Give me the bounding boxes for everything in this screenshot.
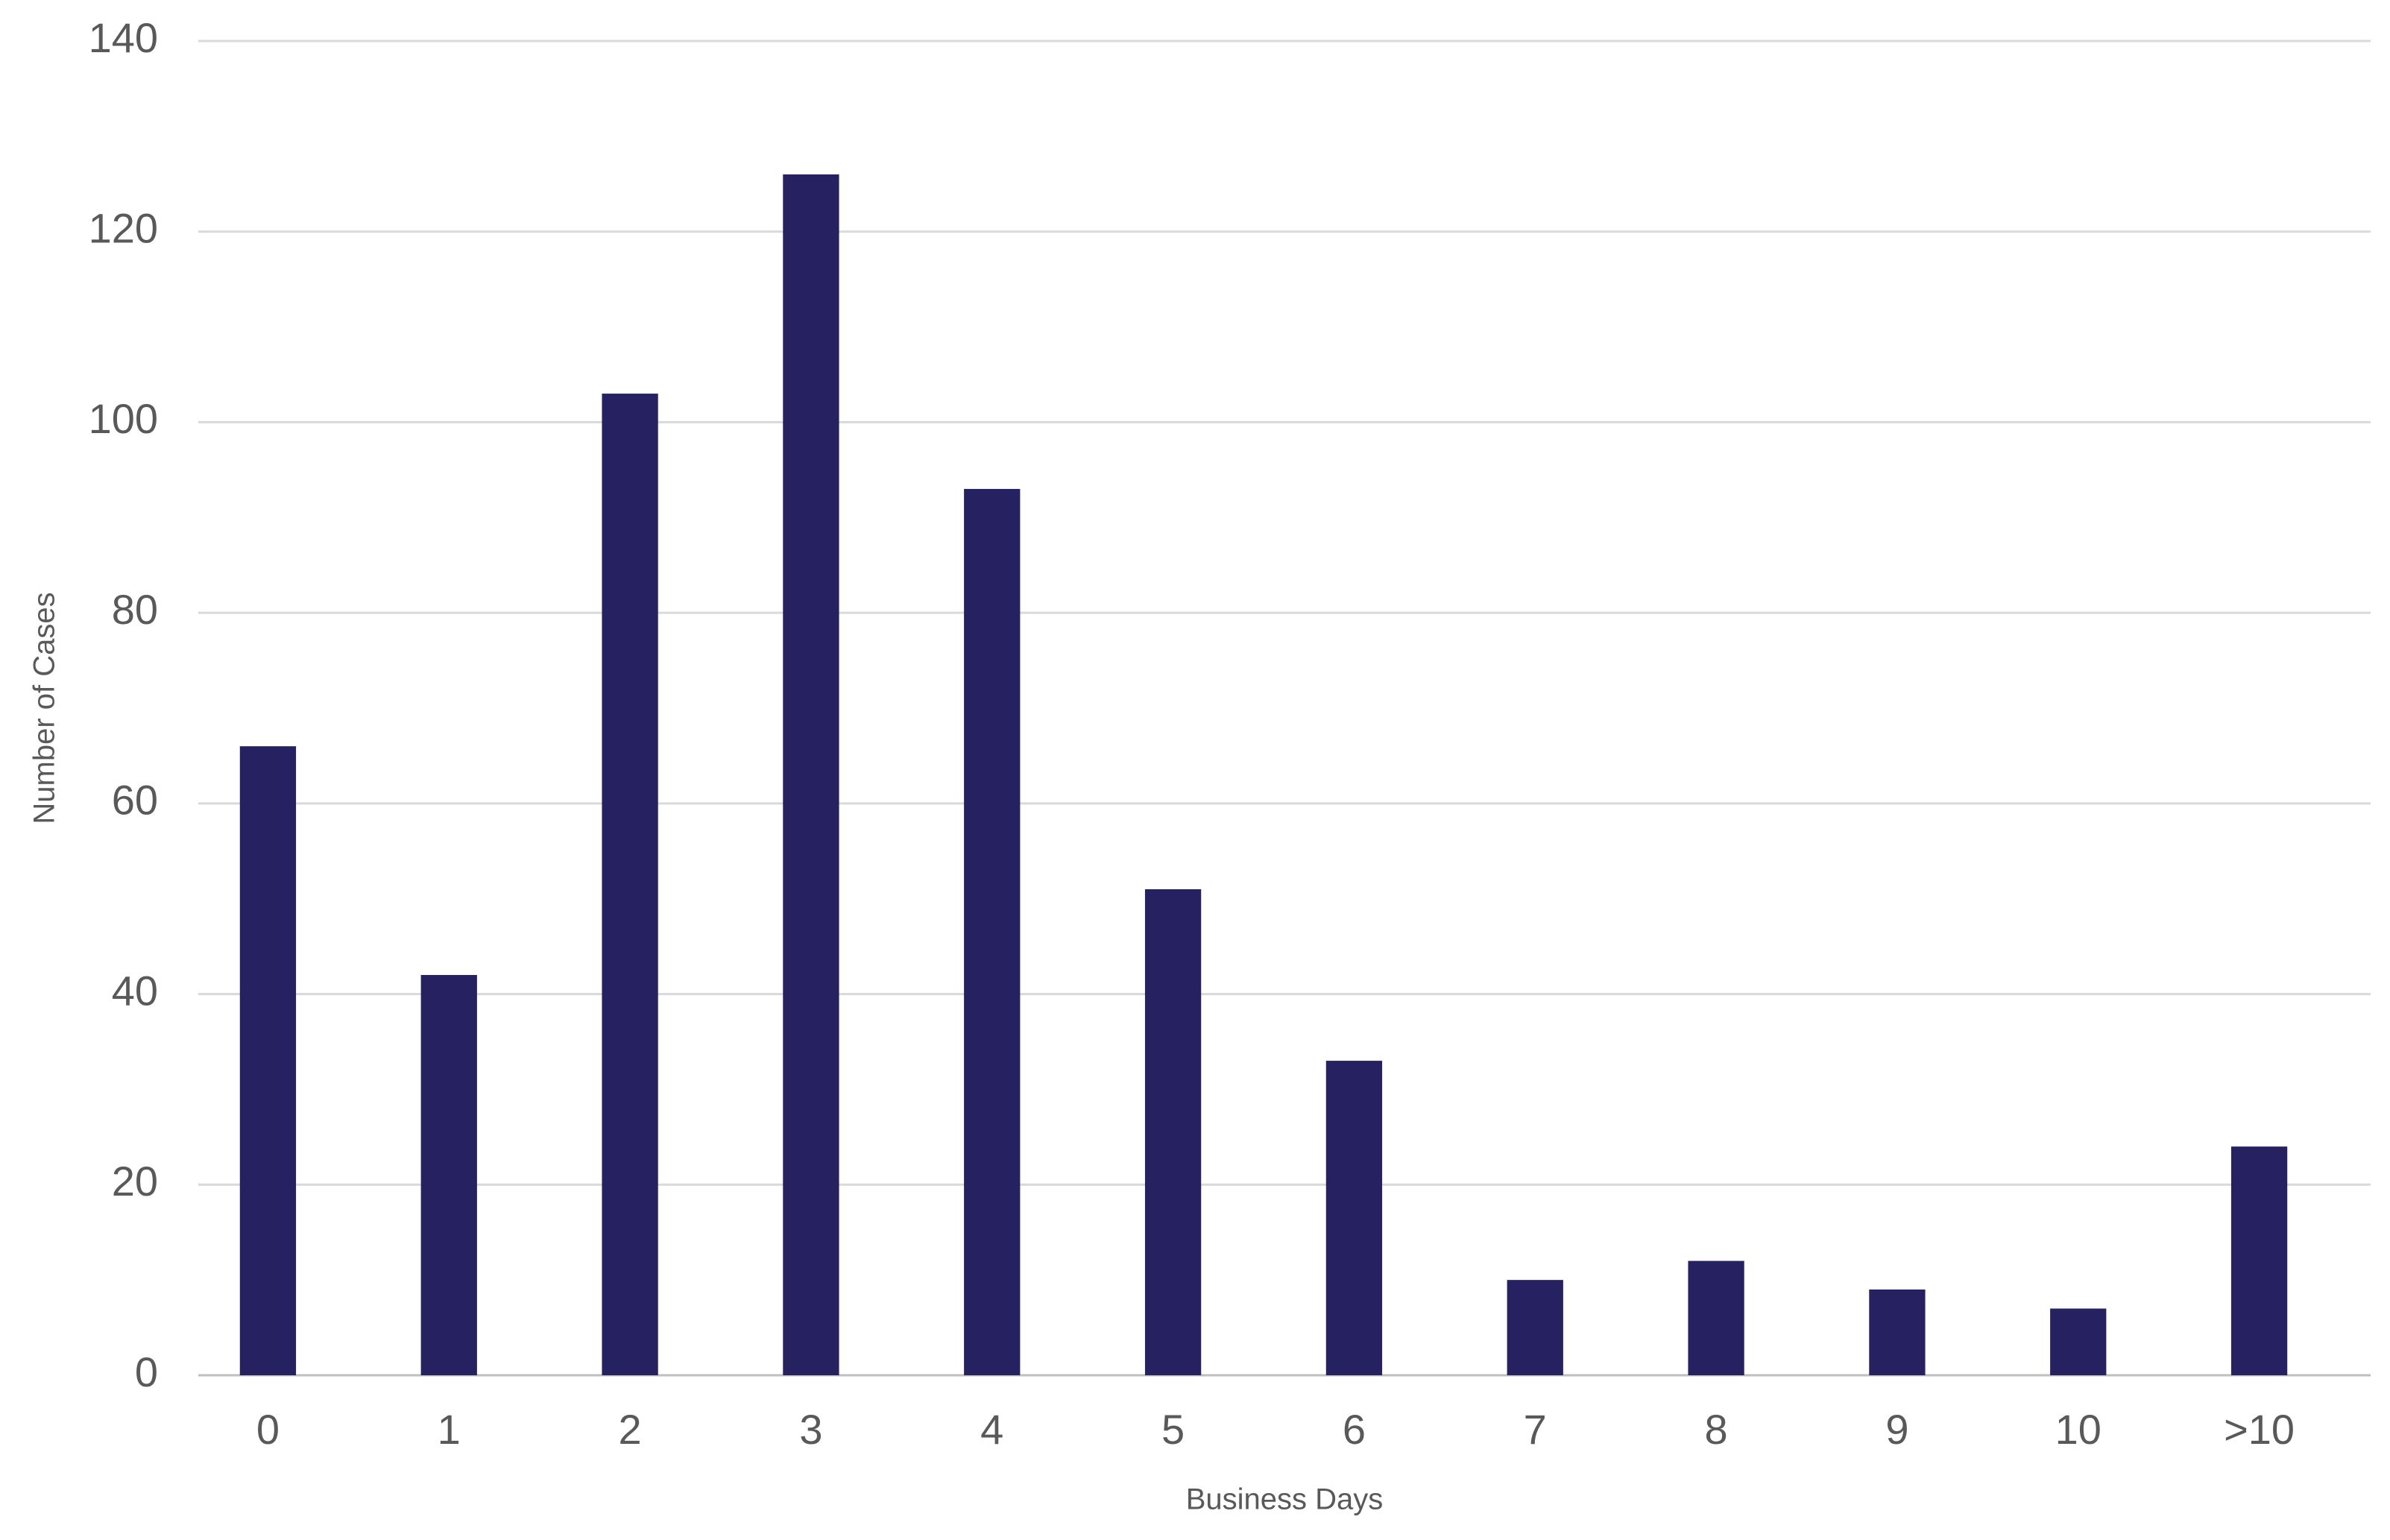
bar [239, 746, 297, 1375]
y-axis-title: Number of Cases [28, 592, 61, 824]
x-tick-label: 9 [1885, 1406, 1908, 1453]
x-tick-label: 2 [619, 1406, 642, 1453]
y-tick-label: 40 [112, 967, 158, 1014]
bar [964, 488, 1021, 1375]
bar [1688, 1260, 1744, 1375]
bar [2230, 1146, 2288, 1375]
y-tick-label: 0 [135, 1348, 158, 1395]
x-tick-label: >10 [2224, 1406, 2295, 1453]
x-tick-label: 1 [438, 1406, 461, 1453]
y-tick-label: 140 [89, 14, 158, 61]
x-tick-label: 0 [256, 1406, 280, 1453]
y-tick-label: 80 [112, 586, 158, 633]
bar [1144, 889, 1202, 1375]
bar [1869, 1289, 1926, 1375]
x-axis-title: Business Days [1186, 1483, 1384, 1516]
bar [1507, 1280, 1563, 1375]
y-tick-label: 120 [89, 205, 158, 252]
bar [783, 174, 839, 1375]
y-tick-label: 100 [89, 395, 158, 442]
bar [1325, 1061, 1383, 1375]
x-tick-label: 10 [2055, 1406, 2102, 1453]
y-tick-label: 60 [112, 777, 158, 824]
bar [2050, 1308, 2107, 1375]
bar [602, 394, 658, 1375]
x-tick-label: 6 [1343, 1406, 1366, 1453]
x-tick-label: 7 [1524, 1406, 1547, 1453]
y-tick-label: 20 [112, 1158, 158, 1205]
x-tick-label: 8 [1705, 1406, 1728, 1453]
x-tick-label: 5 [1161, 1406, 1185, 1453]
bar [420, 975, 477, 1375]
x-tick-label: 3 [799, 1406, 822, 1453]
x-tick-label: 4 [980, 1406, 1003, 1453]
